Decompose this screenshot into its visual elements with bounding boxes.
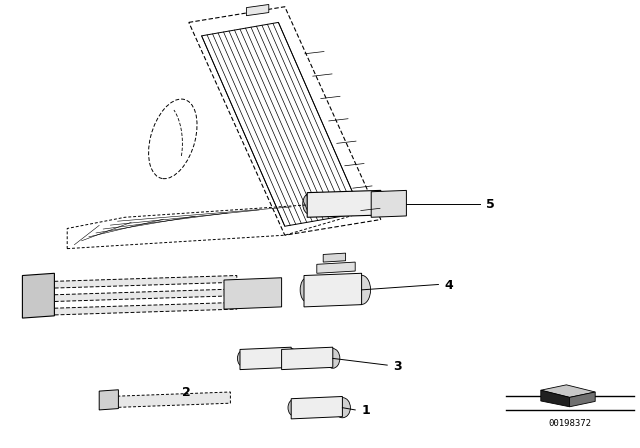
Text: 3: 3 bbox=[394, 359, 402, 373]
Polygon shape bbox=[26, 302, 237, 316]
Polygon shape bbox=[22, 273, 54, 318]
Polygon shape bbox=[307, 190, 381, 217]
Text: 1: 1 bbox=[362, 404, 371, 418]
Polygon shape bbox=[109, 392, 230, 408]
Polygon shape bbox=[99, 390, 118, 410]
Ellipse shape bbox=[303, 193, 318, 215]
Ellipse shape bbox=[326, 349, 340, 368]
Polygon shape bbox=[541, 385, 595, 397]
Polygon shape bbox=[541, 390, 570, 407]
Polygon shape bbox=[371, 190, 406, 217]
Polygon shape bbox=[291, 396, 342, 419]
Ellipse shape bbox=[300, 278, 314, 302]
Ellipse shape bbox=[237, 350, 249, 366]
Ellipse shape bbox=[353, 275, 371, 305]
Text: 2: 2 bbox=[182, 386, 191, 400]
Polygon shape bbox=[570, 392, 595, 407]
Polygon shape bbox=[282, 347, 333, 370]
Polygon shape bbox=[304, 273, 362, 307]
Ellipse shape bbox=[335, 398, 351, 418]
Polygon shape bbox=[246, 4, 269, 16]
Ellipse shape bbox=[371, 191, 390, 216]
Polygon shape bbox=[323, 253, 346, 262]
Ellipse shape bbox=[284, 349, 298, 368]
Polygon shape bbox=[26, 276, 237, 289]
Text: 00198372: 00198372 bbox=[548, 419, 591, 428]
Polygon shape bbox=[26, 289, 237, 302]
Text: 5: 5 bbox=[486, 198, 495, 211]
Polygon shape bbox=[317, 262, 355, 273]
Ellipse shape bbox=[288, 399, 301, 416]
Polygon shape bbox=[224, 278, 282, 309]
Polygon shape bbox=[240, 347, 291, 370]
Text: 4: 4 bbox=[445, 279, 454, 292]
